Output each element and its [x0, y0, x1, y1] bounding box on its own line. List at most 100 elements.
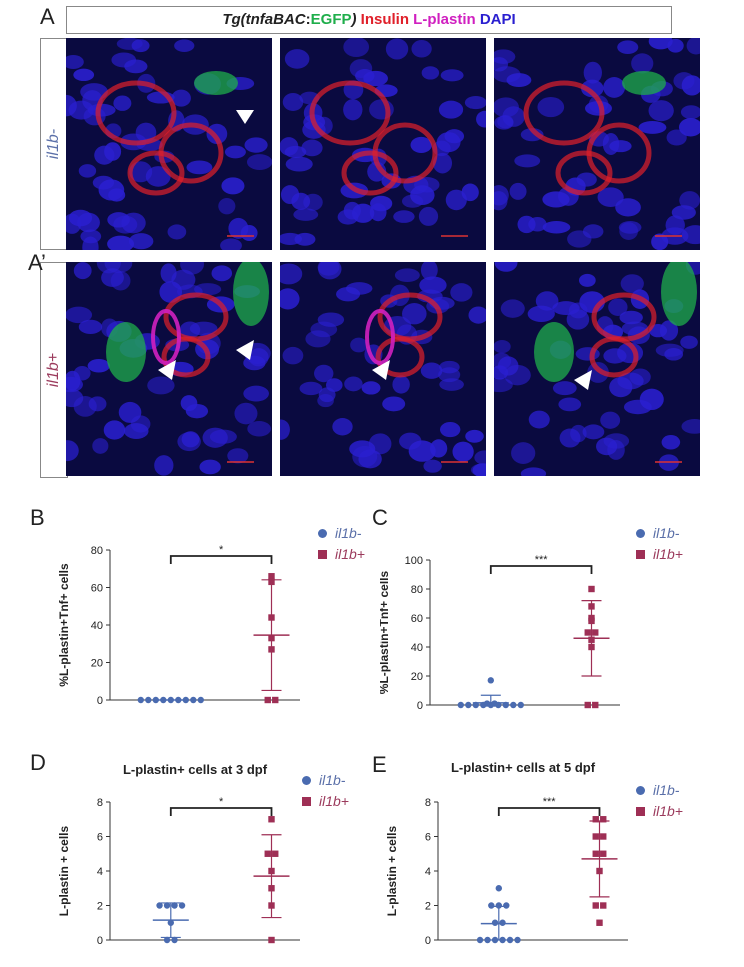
nucleus: [673, 72, 695, 90]
nucleus: [124, 59, 148, 74]
data-point: [163, 936, 171, 944]
insulin-cell: [589, 336, 639, 378]
panel-letter-c: C: [372, 505, 388, 530]
nucleus: [154, 455, 174, 476]
nucleus: [282, 92, 304, 111]
nucleus: [171, 269, 196, 290]
nucleus: [440, 69, 464, 82]
data-point: [268, 936, 275, 944]
egfp-cell: [194, 71, 238, 95]
y-axis-label: %L-plastin+Tnf+ cells: [57, 563, 71, 687]
data-point: [600, 902, 607, 909]
data-point: [592, 629, 599, 636]
legend-b: il1b- il1b+: [318, 525, 365, 567]
nucleus: [506, 73, 532, 88]
nucleus: [468, 306, 486, 324]
nucleus: [221, 177, 245, 195]
panel-letter-b: B: [30, 505, 45, 530]
nucleus: [113, 95, 132, 111]
nucleus: [314, 364, 334, 383]
insulin-cell: [375, 336, 425, 378]
nucleus: [452, 441, 474, 462]
nucleus: [520, 467, 547, 476]
nucleus: [343, 38, 370, 58]
nucleus: [680, 105, 700, 120]
nucleus: [344, 376, 363, 392]
nucleus: [68, 100, 94, 120]
nucleus: [603, 433, 630, 449]
nucleus: [73, 396, 97, 417]
arrowhead-icon: [372, 360, 390, 380]
nucleus: [343, 99, 363, 121]
legend-c: il1b- il1b+: [636, 525, 683, 567]
nucleus: [73, 262, 92, 280]
nucleus: [358, 449, 382, 469]
nucleus: [167, 224, 187, 240]
data-point: [584, 629, 591, 636]
nucleus: [620, 274, 644, 293]
nucleus: [567, 230, 592, 248]
nucleus: [303, 193, 323, 211]
insulin-cell: [341, 150, 399, 196]
nucleus: [438, 367, 461, 383]
nucleus: [666, 129, 687, 146]
nucleus: [552, 381, 577, 396]
nucleus: [317, 262, 340, 276]
nucleus: [619, 310, 643, 325]
nucleus: [382, 396, 406, 412]
nucleus: [351, 203, 375, 223]
nucleus: [686, 38, 700, 55]
arrowhead-icon: [236, 340, 254, 360]
row-label-il1b-minus: il1b-: [40, 38, 68, 250]
nucleus: [494, 339, 511, 354]
y-tick-label: 2: [97, 901, 103, 913]
egfp-cell: [661, 262, 697, 326]
row-label-il1b-plus: il1b+: [40, 262, 68, 478]
y-tick-label: 80: [411, 584, 423, 596]
nucleus: [185, 403, 209, 419]
header-reporter: EGFP: [310, 11, 352, 28]
nucleus: [227, 448, 249, 464]
y-tick-label: 2: [425, 901, 431, 913]
y-tick-label: 80: [91, 545, 103, 557]
nucleus: [461, 183, 479, 202]
data-point: [487, 677, 494, 684]
nucleus: [243, 385, 269, 402]
nucleus: [299, 381, 323, 396]
y-tick-label: 40: [411, 642, 423, 654]
nucleus: [421, 66, 440, 80]
nucleus: [464, 95, 486, 110]
data-point: [592, 701, 599, 709]
data-point: [272, 850, 279, 857]
nucleus: [280, 185, 300, 205]
data-point: [457, 701, 464, 709]
data-point: [503, 902, 510, 909]
nucleus: [537, 97, 565, 118]
panel-letter-d: D: [30, 750, 46, 775]
data-point: [592, 902, 599, 909]
nucleus: [414, 176, 440, 193]
y-tick-label: 4: [97, 866, 103, 878]
micrograph-background: [66, 38, 272, 250]
legend-d: il1b- il1b+: [302, 772, 349, 814]
data-point: [506, 936, 514, 944]
nucleus: [110, 271, 131, 291]
data-point: [156, 902, 163, 909]
nucleus: [199, 459, 221, 475]
data-point: [495, 902, 502, 909]
legend-item-il1b-plus: il1b+: [636, 546, 683, 562]
nucleus: [504, 364, 531, 386]
insulin-cell: [555, 150, 613, 196]
nucleus: [527, 305, 555, 323]
legend-item-il1b-minus: il1b-: [636, 525, 683, 541]
data-point: [268, 816, 275, 823]
nucleus: [558, 397, 582, 412]
nucleus: [332, 418, 353, 436]
significance-bracket: [497, 807, 601, 816]
arrowhead-icon: [574, 370, 592, 390]
lplastin-cell: [151, 309, 181, 365]
nucleus: [659, 320, 679, 341]
insulin-cell: [309, 80, 391, 146]
nucleus: [678, 117, 700, 137]
legend-e: il1b- il1b+: [636, 782, 683, 824]
